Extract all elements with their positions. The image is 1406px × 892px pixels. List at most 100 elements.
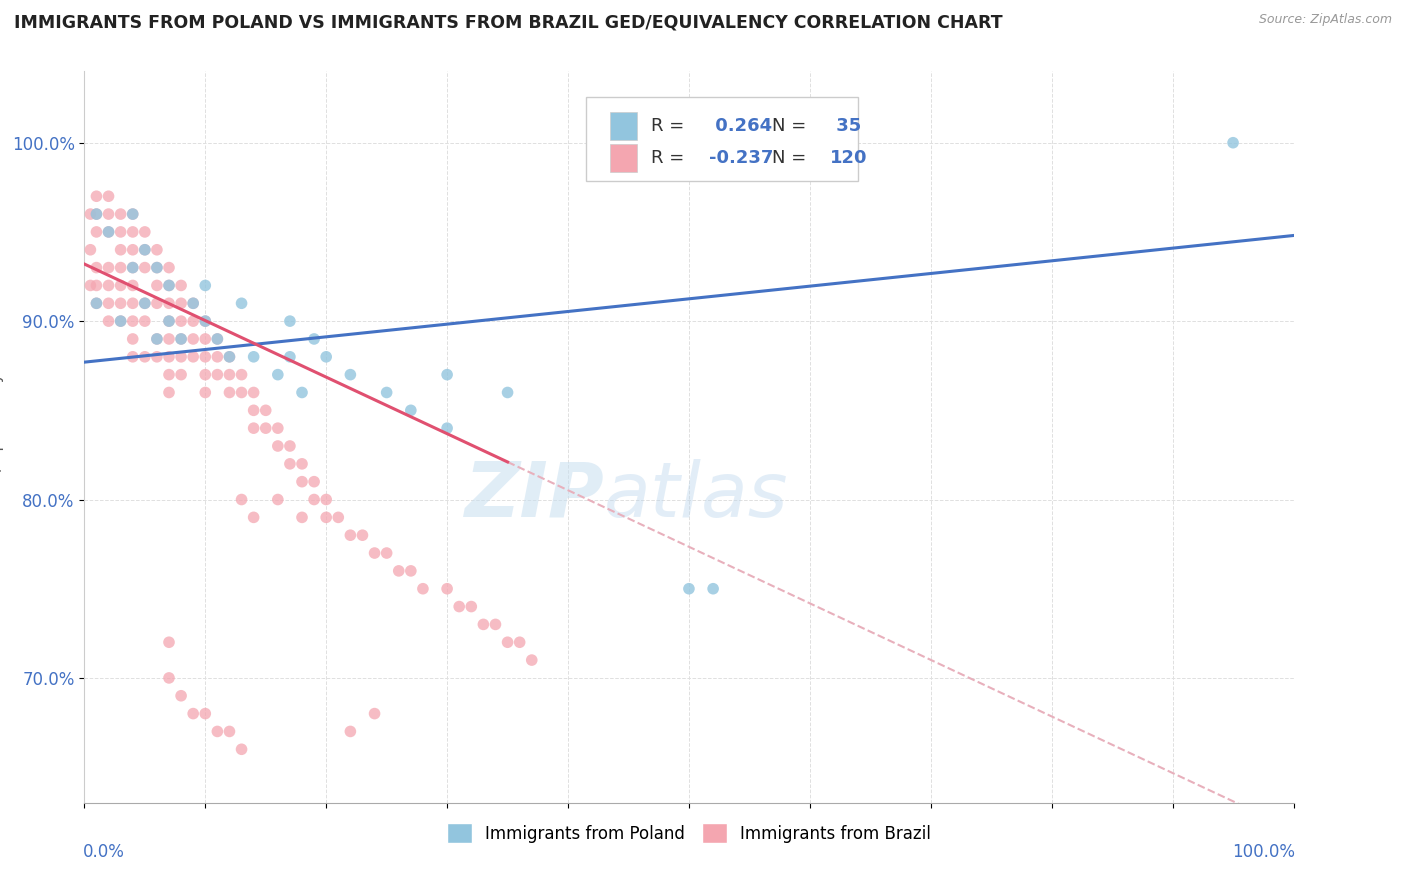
Point bbox=[242, 403, 264, 417]
Point bbox=[110, 278, 132, 293]
Point bbox=[267, 368, 290, 382]
Point bbox=[134, 225, 156, 239]
Point bbox=[86, 296, 108, 310]
Point bbox=[146, 260, 169, 275]
Point bbox=[194, 350, 217, 364]
Point bbox=[412, 582, 434, 596]
Point bbox=[207, 350, 229, 364]
Point bbox=[231, 368, 253, 382]
Point bbox=[194, 314, 217, 328]
Point bbox=[79, 278, 101, 293]
Text: Source: ZipAtlas.com: Source: ZipAtlas.com bbox=[1258, 13, 1392, 27]
Point bbox=[146, 332, 169, 346]
Point bbox=[157, 385, 180, 400]
Point bbox=[170, 278, 193, 293]
Point bbox=[121, 243, 143, 257]
Point bbox=[79, 243, 101, 257]
Point bbox=[157, 314, 180, 328]
Point bbox=[702, 582, 724, 596]
Point bbox=[436, 368, 458, 382]
Point bbox=[302, 332, 325, 346]
Y-axis label: GED/Equivalency: GED/Equivalency bbox=[0, 372, 3, 502]
Point bbox=[86, 207, 108, 221]
Point bbox=[194, 278, 217, 293]
Text: 120: 120 bbox=[831, 149, 868, 167]
Point bbox=[472, 617, 495, 632]
Point bbox=[121, 278, 143, 293]
Point bbox=[291, 457, 314, 471]
Point bbox=[86, 296, 108, 310]
Point bbox=[86, 189, 108, 203]
Point bbox=[97, 260, 120, 275]
Point bbox=[375, 385, 398, 400]
Point bbox=[231, 492, 253, 507]
Point bbox=[157, 278, 180, 293]
Point bbox=[315, 350, 337, 364]
Point bbox=[86, 207, 108, 221]
Point bbox=[399, 564, 422, 578]
Point bbox=[79, 207, 101, 221]
Point bbox=[170, 332, 193, 346]
Point bbox=[194, 706, 217, 721]
Point bbox=[181, 706, 204, 721]
Point bbox=[134, 350, 156, 364]
FancyBboxPatch shape bbox=[610, 144, 637, 171]
Point bbox=[436, 582, 458, 596]
Point bbox=[278, 439, 301, 453]
Text: N =: N = bbox=[772, 117, 813, 136]
Point bbox=[1222, 136, 1244, 150]
Point bbox=[146, 260, 169, 275]
Point bbox=[134, 296, 156, 310]
Point bbox=[110, 314, 132, 328]
Point bbox=[218, 350, 240, 364]
Point bbox=[170, 332, 193, 346]
Point bbox=[146, 332, 169, 346]
Point bbox=[121, 225, 143, 239]
Point bbox=[134, 260, 156, 275]
Point bbox=[181, 296, 204, 310]
Point bbox=[181, 296, 204, 310]
Point bbox=[134, 314, 156, 328]
Point bbox=[231, 296, 253, 310]
Point bbox=[146, 278, 169, 293]
Point bbox=[315, 510, 337, 524]
Point bbox=[207, 368, 229, 382]
Point bbox=[375, 546, 398, 560]
Point bbox=[181, 332, 204, 346]
Point bbox=[110, 314, 132, 328]
Point bbox=[97, 207, 120, 221]
Point bbox=[86, 225, 108, 239]
Point bbox=[278, 457, 301, 471]
Point bbox=[110, 243, 132, 257]
Point bbox=[218, 368, 240, 382]
Point bbox=[157, 671, 180, 685]
Point bbox=[267, 421, 290, 435]
Point bbox=[157, 350, 180, 364]
Point bbox=[134, 243, 156, 257]
Point bbox=[157, 368, 180, 382]
Text: 35: 35 bbox=[831, 117, 862, 136]
Point bbox=[484, 617, 506, 632]
Point bbox=[157, 296, 180, 310]
Text: IMMIGRANTS FROM POLAND VS IMMIGRANTS FROM BRAZIL GED/EQUIVALENCY CORRELATION CHA: IMMIGRANTS FROM POLAND VS IMMIGRANTS FRO… bbox=[14, 13, 1002, 31]
Point bbox=[170, 368, 193, 382]
Point bbox=[231, 385, 253, 400]
Text: R =: R = bbox=[651, 149, 690, 167]
Point bbox=[291, 510, 314, 524]
Point bbox=[291, 385, 314, 400]
Point bbox=[242, 350, 264, 364]
Point bbox=[520, 653, 543, 667]
Point bbox=[207, 724, 229, 739]
Point bbox=[194, 314, 217, 328]
Point bbox=[218, 385, 240, 400]
Point bbox=[436, 421, 458, 435]
Point bbox=[194, 385, 217, 400]
Point bbox=[339, 724, 361, 739]
Point bbox=[86, 260, 108, 275]
Point bbox=[121, 332, 143, 346]
Text: 0.264: 0.264 bbox=[710, 117, 773, 136]
Point bbox=[267, 492, 290, 507]
Point bbox=[678, 582, 700, 596]
Point bbox=[170, 350, 193, 364]
Point bbox=[242, 385, 264, 400]
